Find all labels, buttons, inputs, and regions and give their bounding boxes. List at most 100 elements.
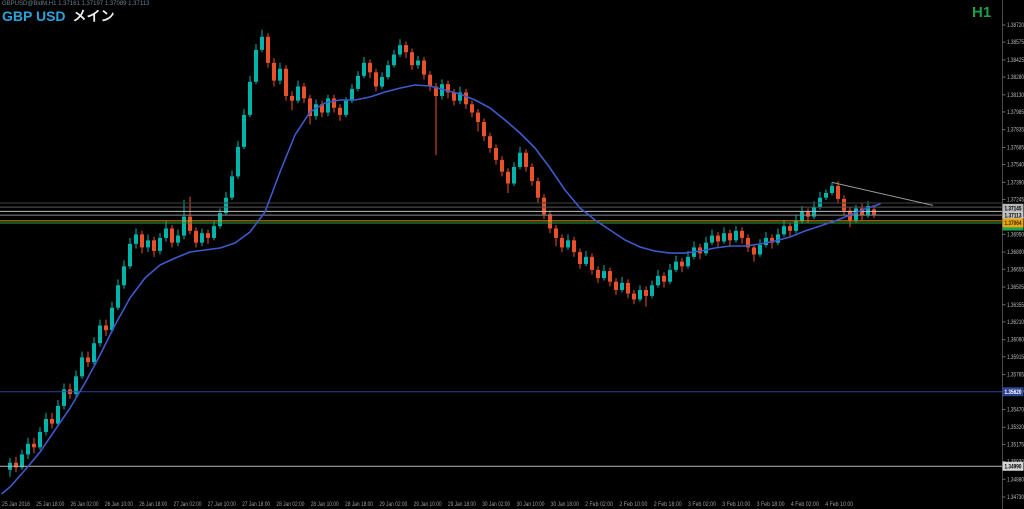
candle-body <box>44 418 48 432</box>
candle-body <box>704 242 708 254</box>
price-tag-1.37113 <box>1002 210 1024 220</box>
price-tag-label: 1.35620 <box>1005 390 1023 396</box>
chart-ohlc-readout: GBPUSD@BidM,H1 1.37161 1.37197 1.37089 1… <box>2 1 150 7</box>
candle-body <box>254 49 258 82</box>
candle-body <box>296 86 300 101</box>
candle-body <box>854 208 858 221</box>
ma-line[interactable] <box>1 84 881 495</box>
price-axis-label: 1.37835 <box>1007 128 1024 134</box>
candles-layer <box>8 29 876 477</box>
candle-body <box>500 159 504 172</box>
candle-body <box>104 325 108 331</box>
time-axis-label: 29 Jan 10:00 <box>414 502 443 508</box>
candle-body <box>398 45 402 55</box>
candle-body <box>668 269 672 282</box>
price-axis-label: 1.35765 <box>1007 373 1024 379</box>
price-axis-label: 1.36210 <box>1007 320 1024 326</box>
candle-body <box>680 261 684 267</box>
candle-body <box>788 226 792 231</box>
candle-body <box>380 77 384 87</box>
candle-body <box>194 230 198 243</box>
time-axis-label: 27 Jan 18:00 <box>242 502 271 508</box>
time-axis-label: 27 Jan 10:00 <box>208 502 237 508</box>
candle-body <box>248 81 252 115</box>
time-axis-label: 25 Jan 18:00 <box>36 502 65 508</box>
price-axis-label: 1.38425 <box>1007 58 1024 64</box>
candle-body <box>284 68 288 96</box>
symbol-subtitle: メイン <box>72 8 115 24</box>
candle-body <box>632 293 636 300</box>
candle-body <box>806 211 810 217</box>
candle-body <box>20 454 24 468</box>
candle-body <box>824 192 828 198</box>
candle-body <box>620 282 624 290</box>
price-axis-label: 1.37985 <box>1007 110 1024 116</box>
price-axis-label: 1.37685 <box>1007 145 1024 151</box>
price-tag-1.3562 <box>1002 387 1024 397</box>
time-axis-label: 26 Jan 10:00 <box>105 502 134 508</box>
candle-body <box>674 261 678 270</box>
candle-body <box>686 256 690 267</box>
candle-body <box>842 198 846 211</box>
price-axis-label: 1.37540 <box>1007 163 1024 169</box>
time-axis-label: 30 Jan 10:00 <box>517 502 546 508</box>
candle-body <box>482 122 486 137</box>
candle-body <box>110 307 114 331</box>
candle-body <box>434 86 438 96</box>
candle-body <box>410 52 414 66</box>
candle-body <box>152 240 156 251</box>
time-axis-label: 28 Jan 10:00 <box>311 502 340 508</box>
candle-body <box>344 100 348 115</box>
time-axis-label: 2 Feb 02:00 <box>585 502 614 508</box>
candle-body <box>656 275 660 286</box>
candle-body <box>614 281 618 290</box>
price-axis-label: 1.37245 <box>1007 197 1024 203</box>
candle-body <box>32 443 36 448</box>
candle-body <box>836 185 840 199</box>
candle-body <box>362 62 366 76</box>
candle-body <box>800 211 804 222</box>
candle-body <box>158 237 162 251</box>
price-axis-label: 1.34730 <box>1007 495 1024 501</box>
candle-body <box>650 285 654 296</box>
candle-body <box>596 269 600 279</box>
candle-body <box>368 62 372 73</box>
candle-body <box>770 237 774 243</box>
trendline[interactable] <box>831 181 934 206</box>
time-axis-label: 28 Jan 02:00 <box>276 502 305 508</box>
time-axis-label: 2 Feb 10:00 <box>619 502 648 508</box>
price-axis-label: 1.37390 <box>1007 180 1024 186</box>
candle-body <box>86 357 90 363</box>
candle-body <box>182 216 186 236</box>
candle-body <box>860 208 864 216</box>
candle-body <box>866 205 870 216</box>
candle-body <box>752 247 756 255</box>
candle-body <box>416 60 420 66</box>
time-axis-label: 3 Feb 18:00 <box>757 502 786 508</box>
candle-body <box>776 234 780 243</box>
price-axis-label: 1.36800 <box>1007 250 1024 256</box>
chart-title: GBP USD メイン <box>2 6 115 26</box>
price-axis-label: 1.35470 <box>1007 407 1024 413</box>
candle-body <box>626 282 630 294</box>
price-axis-label: 1.36655 <box>1007 267 1024 273</box>
price-axis[interactable]: 1.38720 1.38575 1.38425 1.38280 1.38130 1.379… <box>1002 23 1024 501</box>
time-axis-label: 4 Feb 10:00 <box>825 502 854 508</box>
candle-body <box>722 233 726 242</box>
time-axis[interactable]: 25 Jan 2016 25 Jan 18:00 26 Jan 02:00 26 Ja… <box>2 502 854 508</box>
candle-body <box>170 228 174 243</box>
candle-body <box>560 237 564 248</box>
candle-body <box>278 68 282 81</box>
candle-body <box>326 98 330 113</box>
candle-body <box>140 234 144 248</box>
candle-body <box>314 104 318 117</box>
candle-body <box>146 240 150 248</box>
candle-body <box>740 230 744 238</box>
candle-body <box>746 237 750 248</box>
symbol-title: GBP USD <box>2 8 66 24</box>
candle-body <box>644 289 648 296</box>
candle-body <box>350 88 354 101</box>
candle-body <box>758 245 762 255</box>
